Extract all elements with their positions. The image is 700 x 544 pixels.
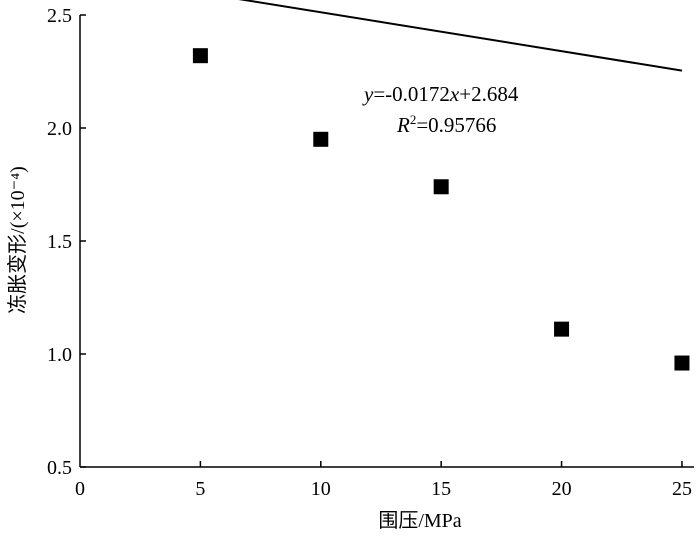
y-tick-label: 2.0 [47,118,72,140]
y-tick-label: 2.5 [47,5,72,27]
fit-r-squared: R2=0.95766 [396,112,496,137]
fit-line-group [238,0,683,72]
y-axis-label: 冻胀变形/(×10⁻⁴) [6,166,29,314]
x-tick-label: 5 [195,478,205,500]
r2-superscript: 2 [410,112,417,127]
data-point [433,179,449,195]
data-points [192,48,690,371]
x-tick-label: 25 [672,478,692,500]
y-tick-label: 1.5 [47,231,72,253]
y-tick-label: 1.0 [47,344,72,366]
x-tick-label: 0 [75,478,85,500]
data-point [554,321,570,337]
x-tick-label: 10 [311,478,331,500]
y-tick-label: 0.5 [47,457,72,479]
r2-symbol: R [396,113,410,137]
data-point [192,48,208,64]
fit-line [238,0,683,72]
data-point [674,355,690,371]
fit-equation: y=-0.0172x+2.684 [362,82,519,106]
r2-value: =0.95766 [416,113,496,137]
data-point [313,131,329,147]
fit-equation-intercept: +2.684 [459,82,519,106]
x-axis-ticks: 0 5 10 15 20 25 [75,461,692,500]
x-axis-label: 围压/MPa [378,510,461,532]
x-tick-label: 20 [552,478,572,500]
x-tick-label: 15 [431,478,451,500]
fit-equation-coeff: =-0.0172 [373,82,450,106]
y-axis-ticks: 0.5 1.0 1.5 2.0 2.5 [47,5,86,479]
fit-equation-y: y [362,82,374,106]
fit-equation-x: x [449,82,460,106]
